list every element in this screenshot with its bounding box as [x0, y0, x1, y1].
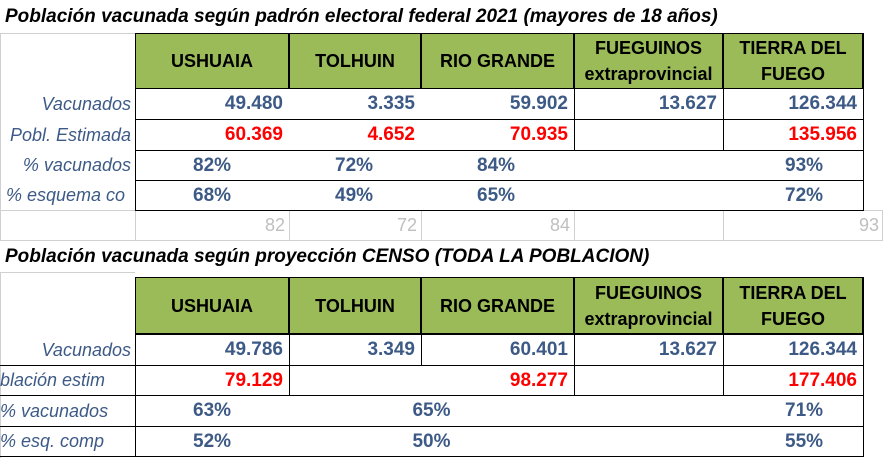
t2-label-pct-vacunados: % vacunados [0, 400, 109, 421]
t1-header-fueguinos-line2: extraprovincial [584, 64, 713, 84]
t1-header-tdf-line2: FUEGO [760, 64, 825, 84]
t1-faint-tdf: 93 [858, 215, 879, 235]
table1-title: Población vacunada según padrón electora… [5, 6, 718, 27]
t2-vacunados-fueguinos: 13.627 [658, 339, 717, 360]
t2-header-ushuaia: USHUAIA [135, 277, 289, 334]
t2-poblacion-tdf: 177.406 [788, 369, 857, 391]
t2-poblacion-ushuaia: 79.129 [224, 369, 283, 391]
t1-faint-rio-grande: 84 [549, 215, 570, 235]
t1-header-fueguinos: FUEGUINOS extraprovincial [574, 33, 723, 89]
t1-header-rio-grande: RIO GRANDE [421, 33, 574, 89]
t2-header-tdf-line1: TIERRA DEL [739, 282, 847, 303]
t1-pct-vacunados-tolhuin: 72% [335, 154, 374, 176]
t2-pct-esq-tolhuin-rio-grande: 50% [412, 430, 451, 452]
t1-pct-vacunados-ushuaia: 82% [193, 154, 232, 176]
t1-vacunados-tdf: 126.344 [788, 93, 857, 114]
t1-pct-esquema-tdf: 72% [785, 184, 824, 206]
t1-vacunados-rio-grande: 59.902 [509, 93, 568, 114]
t2-vacunados-tdf: 126.344 [788, 339, 857, 360]
t2-pct-vacunados-tdf: 71% [785, 400, 824, 421]
t1-header-tolhuin: TOLHUIN [289, 33, 421, 89]
t1-label-poblacion: Pobl. Estimada [9, 124, 131, 145]
t2-header-fueguinos-line2: extraprovincial [584, 308, 713, 329]
t1-poblacion-tolhuin: 4.652 [367, 124, 415, 145]
t2-header-fueguinos-line1: FUEGUINOS [594, 282, 702, 303]
t1-pct-esquema-tolhuin: 49% [335, 184, 374, 206]
t1-label-pct-esquema: % esquema co [6, 185, 126, 205]
t2-poblacion-tolhuin-rio-grande: 98.277 [509, 369, 568, 391]
t2-vacunados-rio-grande: 60.401 [509, 339, 568, 360]
t1-vacunados-ushuaia: 49.480 [224, 93, 283, 114]
t2-label-poblacion: blación estim [0, 370, 106, 390]
t2-label-vacunados: Vacunados [41, 339, 131, 360]
t1-pct-esquema-rio-grande: 65% [477, 184, 516, 206]
t2-header-tierra-del-fuego: TIERRA DEL FUEGO [723, 277, 863, 334]
t1-pct-vacunados-tdf: 93% [785, 154, 824, 176]
t1-label-pct-vacunados: % vacunados [22, 155, 131, 175]
t1-poblacion-tdf: 135.956 [788, 124, 857, 145]
t1-pct-vacunados-rio-grande: 84% [477, 154, 516, 176]
t2-vacunados-tolhuin: 3.349 [367, 339, 415, 360]
t2-header-tdf-line2: FUEGO [760, 308, 825, 329]
t2-header-fueguinos: FUEGUINOS extraprovincial [574, 277, 723, 334]
t1-faint-tolhuin: 72 [396, 215, 417, 235]
t1-poblacion-ushuaia: 60.369 [224, 124, 283, 145]
t1-pct-esquema-ushuaia: 68% [193, 184, 232, 206]
t2-pct-esq-ushuaia: 52% [193, 430, 232, 452]
t1-vacunados-tolhuin: 3.335 [367, 93, 415, 114]
t1-header-tierra-del-fuego: TIERRA DEL FUEGO [723, 33, 863, 89]
t2-pct-vacunados-tolhuin-rio-grande: 65% [412, 400, 451, 421]
t2-pct-vacunados-ushuaia: 63% [193, 400, 232, 421]
t1-header-tdf-line1: TIERRA DEL [739, 38, 847, 58]
t2-vacunados-ushuaia: 49.786 [224, 339, 283, 360]
t2-label-pct-esq: % esq. comp [0, 431, 105, 451]
t2-pct-esq-tdf: 55% [785, 430, 824, 452]
t2-header-tolhuin: TOLHUIN [289, 277, 421, 334]
table2-title: Población vacunada según proyección CENS… [5, 246, 650, 267]
t1-faint-ushuaia: 82 [264, 215, 285, 235]
t1-label-vacunados: Vacunados [41, 93, 131, 114]
t1-vacunados-fueguinos: 13.627 [658, 93, 717, 114]
t1-header-ushuaia: USHUAIA [135, 33, 289, 89]
t2-header-rio-grande: RIO GRANDE [421, 277, 574, 334]
t1-header-fueguinos-line1: FUEGUINOS [594, 38, 702, 58]
t1-poblacion-rio-grande: 70.935 [509, 124, 568, 145]
